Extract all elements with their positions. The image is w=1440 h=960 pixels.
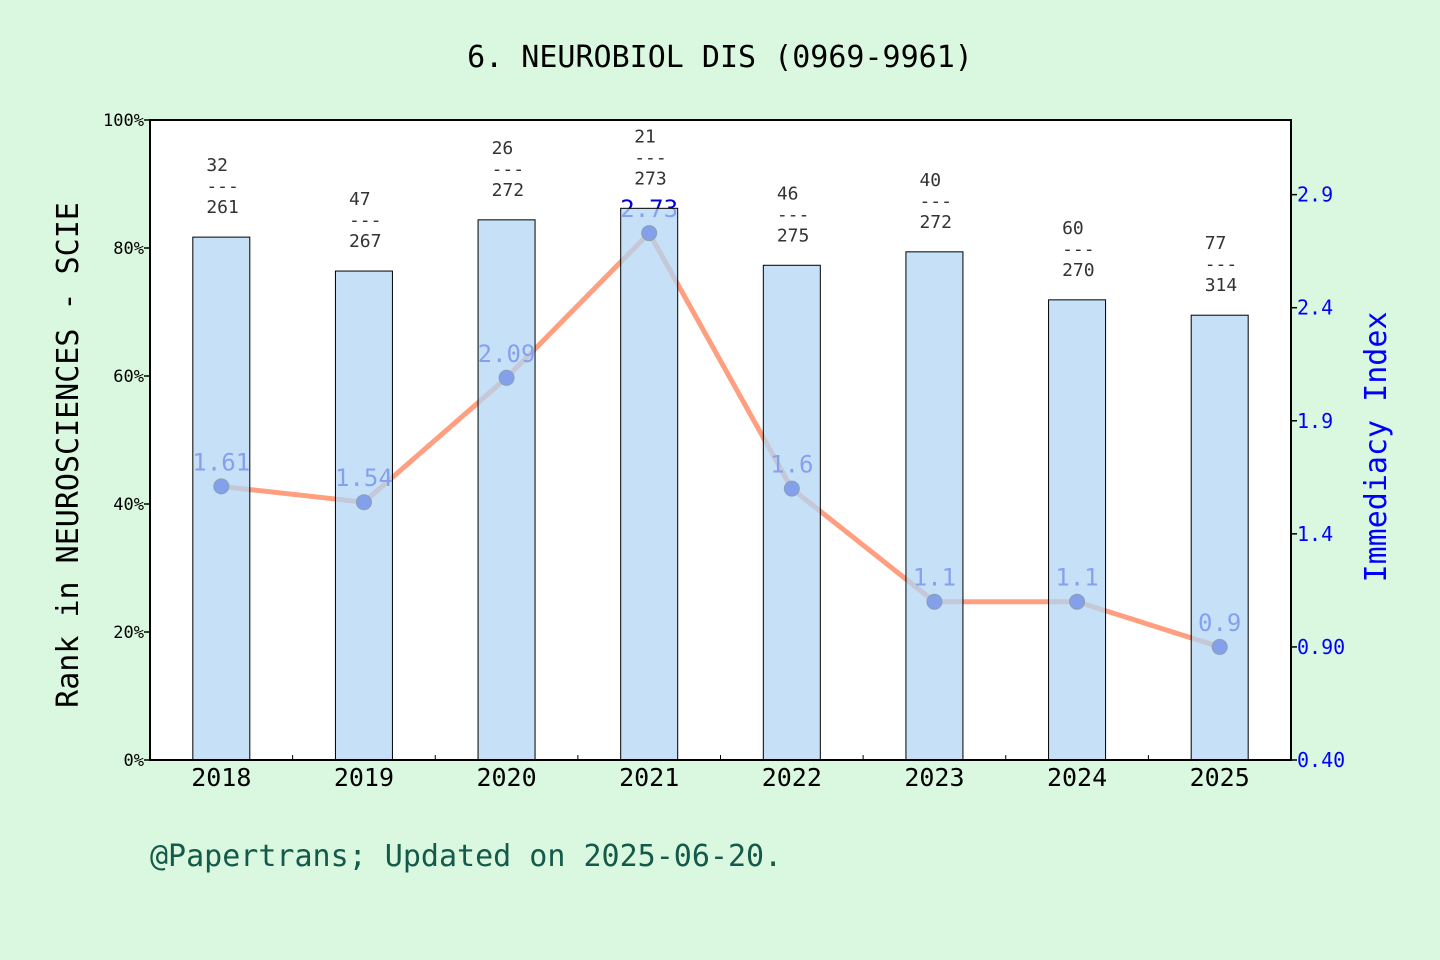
x-tick-label: 2021	[619, 763, 679, 792]
rank-separator: ---	[492, 159, 525, 180]
x-tick-label: 2025	[1190, 763, 1250, 792]
rank-separator: ---	[919, 191, 952, 212]
rank-label: 47	[349, 189, 371, 210]
right-tick-label: 2.4	[1297, 296, 1333, 320]
rank-bar	[334, 270, 393, 761]
x-tick-label: 2024	[1047, 763, 1107, 792]
rank-label: 77	[1205, 233, 1227, 254]
rank-total: 272	[919, 212, 952, 233]
left-tick-label: 20%	[113, 623, 144, 643]
x-tick-label: 2022	[762, 763, 822, 792]
rank-total: 275	[777, 225, 810, 246]
rank-total: 272	[492, 180, 525, 201]
rank-bar	[762, 264, 821, 761]
right-tick-label: 2.9	[1297, 183, 1333, 207]
rank-separator: ---	[1062, 239, 1095, 260]
left-tick-label: 60%	[113, 367, 144, 387]
rank-bar	[477, 219, 536, 761]
rank-label: 40	[919, 170, 941, 191]
rank-label: 32	[206, 155, 228, 176]
left-tick-label: 80%	[113, 239, 144, 259]
x-tick-label: 2020	[476, 763, 536, 792]
plot-area	[150, 120, 1291, 760]
left-tick-label: 40%	[113, 495, 144, 515]
footer-credit: @Papertrans; Updated on 2025-06-20.	[150, 839, 782, 874]
rank-separator: ---	[349, 210, 382, 231]
rank-separator: ---	[206, 176, 239, 197]
rank-total: 273	[634, 168, 667, 189]
rank-label: 60	[1062, 218, 1084, 239]
x-tick-label: 2019	[334, 763, 394, 792]
rank-total: 270	[1062, 260, 1095, 281]
rank-bar	[1190, 314, 1249, 761]
rank-label: 46	[777, 183, 799, 204]
rank-bar	[905, 251, 964, 761]
left-tick-label: 100%	[103, 111, 144, 131]
x-tick-label: 2023	[904, 763, 964, 792]
right-tick-label: 0.40	[1297, 748, 1345, 772]
x-tick-label: 2018	[191, 763, 251, 792]
rank-label: 21	[634, 126, 656, 147]
right-tick-label: 1.4	[1297, 522, 1333, 546]
right-tick-label: 0.90	[1297, 635, 1345, 659]
right-tick-label: 1.9	[1297, 409, 1333, 433]
rank-total: 261	[206, 197, 239, 218]
rank-bar	[1048, 299, 1107, 761]
rank-bar	[192, 236, 251, 761]
chart-title: 6. NEUROBIOL DIS (0969-9961)	[467, 40, 973, 75]
rank-separator: ---	[1205, 254, 1238, 275]
rank-label: 26	[492, 138, 514, 159]
left-tick-label: 0%	[124, 751, 144, 771]
rank-total: 314	[1205, 275, 1238, 296]
rank-bar	[620, 207, 679, 761]
rank-separator: ---	[634, 147, 667, 168]
right-axis-label: Immediacy Index	[1359, 312, 1394, 583]
left-axis-label: Rank in NEUROSCIENCES - SCIE	[51, 202, 86, 708]
rank-separator: ---	[777, 204, 810, 225]
rank-total: 267	[349, 231, 382, 252]
